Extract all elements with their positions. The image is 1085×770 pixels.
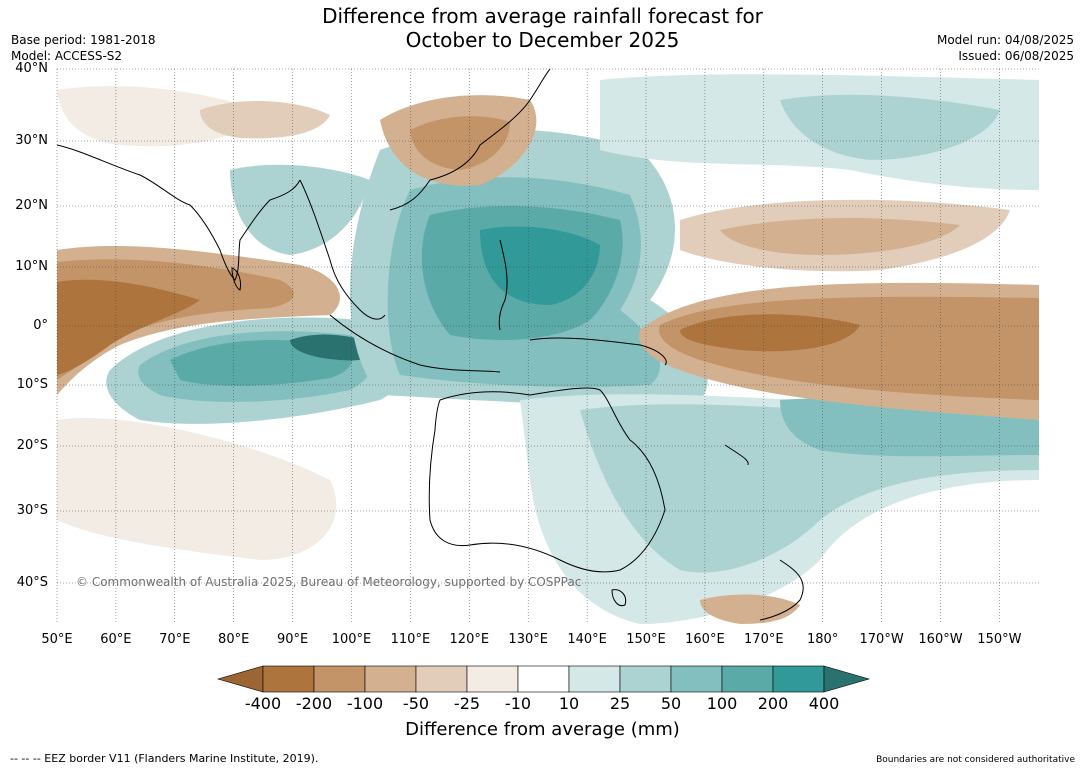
lat-label: 20°N [15,198,48,213]
lat-label: 10°N [15,259,48,274]
lat-label: 30°S [16,503,48,518]
lon-label: 100°E [331,632,372,647]
colorbar-tick-label: 200 [757,694,789,713]
colorbar-tick-label: -100 [346,694,384,713]
colorbar-tick-label: -400 [244,694,282,713]
base-info: Base period: 1981-2018 Model: ACCESS-S2 [11,32,156,64]
colorbar-tick-label: 25 [609,694,631,713]
colorbar-swatch [364,665,417,693]
lon-label: 80°E [218,632,250,647]
colorbar-swatch [568,665,621,693]
lat-label: 0° [33,318,48,333]
graticule [56,68,1039,624]
colorbar-swatch [262,665,315,693]
colorbar-swatch [466,665,519,693]
lon-label: 70°E [159,632,191,647]
lon-label: 170°W [859,632,904,647]
run-info: Model run: 04/08/2025 Issued: 06/08/2025 [937,32,1074,64]
colorbar-tick-label: -50 [402,694,430,713]
colorbar [216,665,871,693]
lon-label: 130°E [508,632,548,647]
colorbar-extend-high [823,665,871,693]
lon-label: 150°W [977,632,1022,647]
coastlines [57,69,804,621]
lat-label: 30°N [15,133,48,148]
colorbar-swatch [313,665,366,693]
title-line-2: October to December 2025 [405,28,680,52]
colorbar-tick-label: 100 [706,694,738,713]
colorbar-swatch [721,665,774,693]
lon-label: 110°E [390,632,431,647]
issued-date: Issued: 06/08/2025 [958,49,1074,63]
lon-label: 150°E [626,632,666,647]
colorbar-tick-label: -25 [453,694,481,713]
lon-label: 120°E [449,632,490,647]
lon-label: 160°W [918,632,963,647]
lon-label: 60°E [100,632,132,647]
lon-label: 90°E [276,632,309,647]
colorbar-extend-low [216,665,264,693]
colorbar-tick-label: 400 [808,694,840,713]
lon-label: 160°E [685,632,725,647]
lon-label: 140°E [567,632,607,647]
lat-label: 10°S [16,377,48,392]
copyright-notice: © Commonwealth of Australia 2025, Bureau… [76,575,582,589]
colorbar-swatch [619,665,672,693]
colorbar-tick-label: 50 [660,694,682,713]
lon-label: 50°E [41,632,73,647]
colorbar-label: Difference from average (mm) [405,719,680,740]
lon-label: 180° [807,632,839,647]
colorbar-swatch [517,665,570,693]
eez-note: -- -- -- EEZ border V11 (Flanders Marine… [10,752,319,765]
lat-label: 40°N [15,61,48,76]
title-line-1: Difference from average rainfall forecas… [322,4,763,28]
colorbar-swatch [772,665,825,693]
model-name: Model: ACCESS-S2 [11,49,123,63]
map-title: Difference from average rainfall forecas… [0,4,1085,52]
lon-label: 170°E [744,632,784,647]
boundaries-note: Boundaries are not considered authoritat… [876,755,1075,765]
base-period: Base period: 1981-2018 [11,33,156,47]
colorbar-swatch [415,665,468,693]
colorbar-swatch [670,665,723,693]
lat-label: 40°S [16,575,48,590]
colorbar-tick-label: -200 [295,694,333,713]
model-run: Model run: 04/08/2025 [936,33,1074,47]
lat-label: 20°S [16,438,48,453]
colorbar-tick-label: 10 [558,694,580,713]
colorbar-tick-label: -10 [504,694,532,713]
